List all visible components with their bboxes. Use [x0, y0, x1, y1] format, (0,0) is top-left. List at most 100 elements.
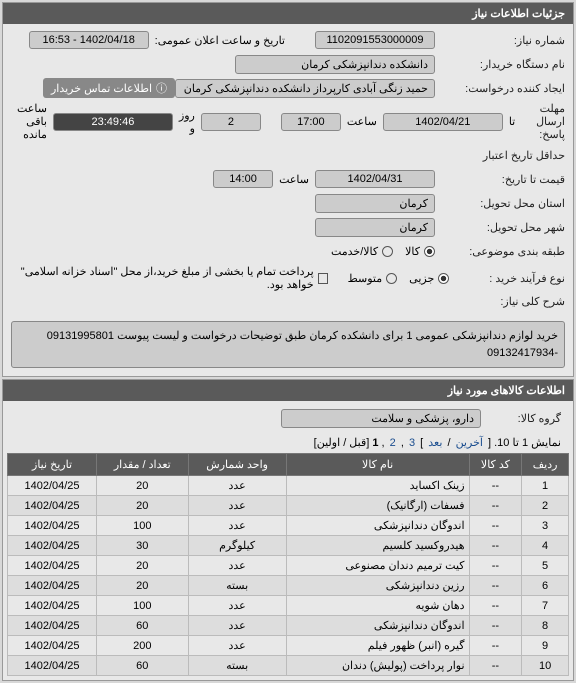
cell-code: -- [469, 596, 522, 616]
pager-p3[interactable]: 3 [409, 437, 415, 449]
creator-label: ایجاد کننده درخواست: [435, 82, 565, 95]
cell-unit: عدد [188, 596, 286, 616]
cell-n: 3 [522, 516, 569, 536]
cell-name: اندوگان دندانپزشکی [286, 616, 469, 636]
cell-unit: عدد [188, 636, 286, 656]
process-radios: جزیی متوسط [348, 272, 450, 285]
table-body: 1--زینک اکسایدعدد201402/04/252--فسفات (ا… [8, 476, 569, 676]
cell-n: 7 [522, 596, 569, 616]
announce-dt-value: 1402/04/18 - 16:53 [29, 31, 149, 49]
proc-partial-label: جزیی [409, 272, 434, 285]
province-value: کرمان [315, 194, 435, 213]
cell-name: هیدروکسید کلسیم [286, 536, 469, 556]
payment-note-wrap: پرداخت تمام یا بخشی از مبلغ خرید،از محل … [11, 265, 328, 291]
deadline-tx: تا [509, 115, 515, 128]
table-row: 8--اندوگان دندانپزشکیعدد601402/04/25 [8, 616, 569, 636]
cell-qty: 200 [97, 636, 189, 656]
cat-service-option[interactable]: کالا/خدمت [331, 245, 393, 258]
pager-last[interactable]: آخرین [456, 437, 483, 449]
th-code: کد کالا [469, 454, 522, 476]
cell-unit: بسته [188, 576, 286, 596]
th-unit: واحد شمارش [188, 454, 286, 476]
cell-name: کیت ترمیم دندان مصنوعی [286, 556, 469, 576]
group-label: گروه کالا: [481, 412, 561, 425]
buyer-label: نام دستگاه خریدار: [435, 58, 565, 71]
cat-goods-option[interactable]: کالا [405, 245, 435, 258]
cell-n: 2 [522, 496, 569, 516]
cell-code: -- [469, 536, 522, 556]
checkbox-icon[interactable] [318, 273, 328, 284]
pager-p2[interactable]: 2 [390, 437, 396, 449]
cell-n: 6 [522, 576, 569, 596]
cell-qty: 20 [97, 476, 189, 496]
cell-name: زینک اکساید [286, 476, 469, 496]
cell-qty: 100 [97, 516, 189, 536]
pager-next[interactable]: بعد [428, 437, 442, 449]
cell-code: -- [469, 496, 522, 516]
announce-dt-label: تاریخ و ساعت اعلان عمومی: [155, 34, 285, 47]
cell-date: 1402/04/25 [8, 616, 97, 636]
cell-code: -- [469, 656, 522, 676]
deadline-time: 17:00 [281, 113, 341, 131]
details-body: شماره نیاز: 1102091553000009 تاریخ و ساع… [3, 24, 573, 376]
contact-button[interactable]: ⓘ اطلاعات تماس خریدار [43, 78, 175, 98]
cell-unit: عدد [188, 616, 286, 636]
cell-name: اندوگان دندانپزشکی [286, 516, 469, 536]
cell-unit: عدد [188, 476, 286, 496]
deadline-date: 1402/04/21 [383, 113, 503, 131]
table-row: 9--گیره (انبر) ظهور فیلمعدد2001402/04/25 [8, 636, 569, 656]
cell-unit: عدد [188, 556, 286, 576]
th-qty: تعداد / مقدار [97, 454, 189, 476]
radio-icon [382, 246, 393, 257]
table-row: 10--نوار پرداخت (پولیش) دندانبسته601402/… [8, 656, 569, 676]
cell-code: -- [469, 576, 522, 596]
price-until-label: قیمت تا تاریخ: [435, 173, 565, 186]
group-value: دارو، پزشکی و سلامت [281, 409, 481, 428]
proc-medium-option[interactable]: متوسط [348, 272, 398, 285]
payment-note: پرداخت تمام یا بخشی از مبلغ خرید،از محل … [11, 265, 314, 291]
cell-date: 1402/04/25 [8, 536, 97, 556]
info-icon: ⓘ [156, 80, 167, 96]
buyer-value: دانشکده دندانپزشکی کرمان [235, 55, 435, 74]
cell-date: 1402/04/25 [8, 516, 97, 536]
cell-n: 10 [522, 656, 569, 676]
proc-partial-option[interactable]: جزیی [409, 272, 449, 285]
th-date: تاریخ نیاز [8, 454, 97, 476]
cell-code: -- [469, 516, 522, 536]
cell-date: 1402/04/25 [8, 556, 97, 576]
deadline-label: مهلت ارسال پاسخ: [521, 102, 565, 141]
cell-unit: عدد [188, 496, 286, 516]
cell-code: -- [469, 476, 522, 496]
cell-unit: بسته [188, 656, 286, 676]
price-date: 1402/04/31 [315, 170, 435, 188]
contact-button-label: اطلاعات تماس خریدار [51, 82, 152, 95]
details-panel-title: جزئیات اطلاعات نیاز [3, 3, 573, 24]
cell-qty: 100 [97, 596, 189, 616]
cell-name: فسفات (ارگانیک) [286, 496, 469, 516]
goods-body: گروه کالا: دارو، پزشکی و سلامت نمایش 1 ت… [3, 401, 573, 680]
th-name: نام کالا [286, 454, 469, 476]
pager: نمایش 1 تا 10. [ آخرین / بعد ] 3 , 2 , 1… [7, 432, 569, 453]
remain-time: 23:49:46 [53, 113, 173, 131]
creator-value: حمید زنگی آبادی کارپرداز دانشکده دندانپز… [175, 79, 435, 98]
cell-qty: 20 [97, 576, 189, 596]
goods-panel-title: اطلاعات کالاهای مورد نیاز [3, 380, 573, 401]
table-row: 4--هیدروکسید کلسیمکیلوگرم301402/04/25 [8, 536, 569, 556]
remain-suffix: ساعت باقی مانده [17, 102, 47, 141]
cell-qty: 20 [97, 556, 189, 576]
cell-date: 1402/04/25 [8, 656, 97, 676]
city-label: شهر محل تحویل: [435, 221, 565, 234]
cell-date: 1402/04/25 [8, 476, 97, 496]
cell-date: 1402/04/25 [8, 636, 97, 656]
cell-unit: عدد [188, 516, 286, 536]
pager-text-a: نمایش 1 تا 10. [ [488, 437, 561, 449]
deadline-time-lbl: ساعت [347, 115, 377, 128]
proc-medium-label: متوسط [348, 272, 383, 285]
radio-checked-icon [424, 246, 435, 257]
cell-date: 1402/04/25 [8, 576, 97, 596]
remain-day-lbl: روز و [179, 109, 195, 135]
cell-qty: 60 [97, 616, 189, 636]
desc-label: شرح کلی نیاز: [435, 295, 565, 308]
min-valid-label: حداقل تاریخ اعتبار [435, 149, 565, 162]
city-value: کرمان [315, 218, 435, 237]
